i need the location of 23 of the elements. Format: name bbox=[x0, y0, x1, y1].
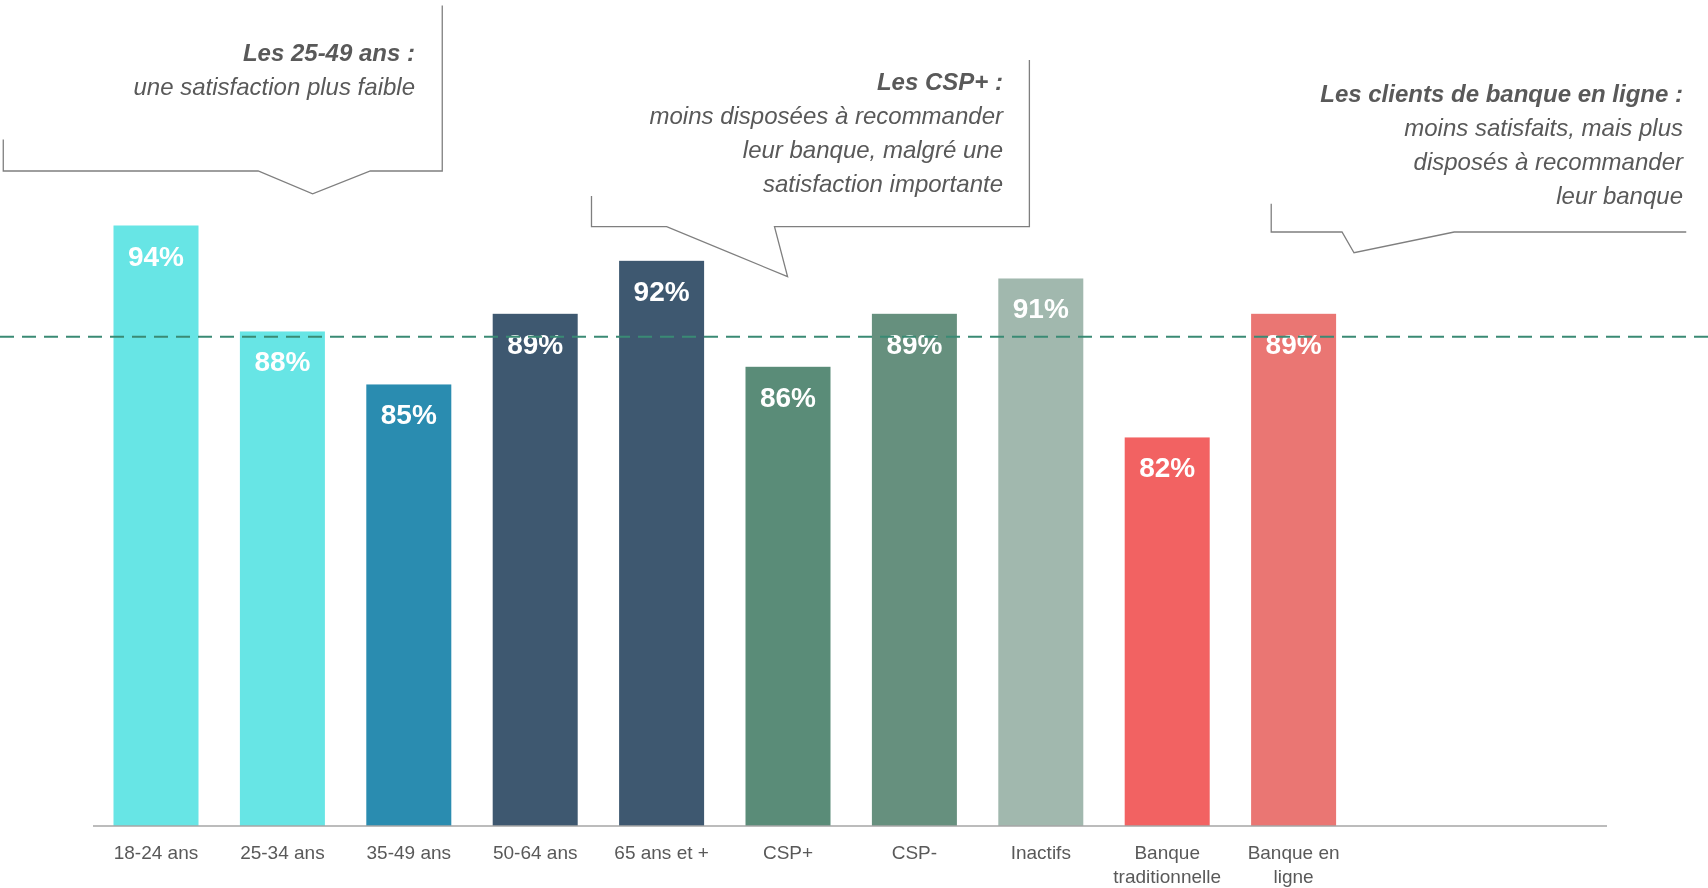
text: Les CSP+ : moins disposées à recommander leur banque, malgré une satisfaction importante bbox=[649, 68, 1004, 197]
text: Les clients de banque en ligne : moins satisfaits, mais plus disposés à recommander leur banque bbox=[1320, 80, 1684, 209]
x-tick-label: 35-49 ans bbox=[366, 842, 452, 863]
x-tick-label: CSP- bbox=[891, 842, 938, 863]
data-label: 94% bbox=[127, 240, 185, 272]
data-label: 89% bbox=[507, 328, 564, 360]
x-tick-label: 65 ans et + bbox=[614, 842, 709, 863]
data-label: 82% bbox=[1139, 452, 1196, 484]
text: Les 25-49 ans : une satisfaction plus faible bbox=[133, 39, 415, 100]
x-tick-label: CSP+ bbox=[762, 842, 814, 863]
x-tick-label: 50-64 ans bbox=[492, 842, 578, 863]
data-label: 86% bbox=[759, 381, 817, 413]
data-label: 89% bbox=[886, 328, 943, 360]
data-label: 92% bbox=[633, 275, 690, 307]
data-label: 88% bbox=[254, 346, 311, 378]
x-tick-label: 25-34 ans bbox=[240, 842, 325, 863]
data-label: 89% bbox=[1265, 328, 1322, 360]
x-tick-label: Inactifs bbox=[1010, 842, 1071, 863]
x-tick-label: Banque en ligne bbox=[1247, 842, 1340, 887]
data-label: 85% bbox=[380, 399, 437, 431]
x-tick-label: 18-24 ans bbox=[113, 842, 199, 863]
data-label: 91% bbox=[1012, 293, 1069, 325]
x-tick-label: Banque traditionnelle bbox=[1113, 842, 1222, 887]
